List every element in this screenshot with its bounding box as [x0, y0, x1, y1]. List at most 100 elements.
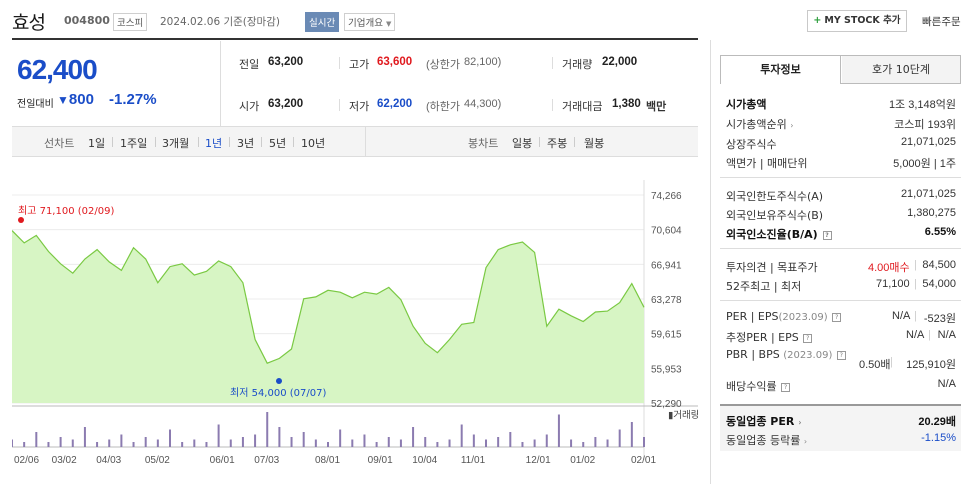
per-text: PER | EPS: [726, 310, 779, 323]
dividend-value: N/A: [937, 378, 956, 390]
peer-per-value: 20.29배: [918, 416, 956, 428]
est-eps-value: N/A: [937, 329, 956, 341]
help-icon[interactable]: ?: [832, 313, 842, 322]
volume-bar: [132, 442, 135, 447]
high-label: 최고 71,100 (02/09): [18, 205, 114, 217]
realtime-button[interactable]: 실시간: [305, 12, 340, 32]
divider: [552, 57, 553, 69]
volume-bar: [327, 442, 329, 447]
help-icon[interactable]: ?: [836, 351, 846, 360]
foreign-rate-value: 6.55%: [924, 226, 956, 238]
tab-3y[interactable]: 3년: [237, 137, 255, 150]
tab-daily[interactable]: 일봉: [512, 137, 533, 150]
tab-monthly[interactable]: 월봉: [584, 137, 605, 150]
peer-per-label: 동일업종 PER ›: [726, 413, 802, 429]
x-tick-label: 12/01: [526, 455, 551, 466]
volume-bar: [448, 439, 451, 447]
volume-bar: [570, 439, 573, 447]
x-tick-label: 02/01: [631, 455, 656, 466]
tab-weekly[interactable]: 주봉: [547, 137, 568, 150]
company-info-label: 기업개요: [348, 18, 383, 29]
market-badge: 코스피: [113, 13, 148, 31]
volume-bar: [23, 442, 26, 447]
pbr-text: PBR | BPS: [726, 348, 780, 361]
divider: [220, 41, 221, 127]
prev-close-label: 전일: [239, 58, 260, 71]
quick-order-link[interactable]: 빠른주문: [922, 16, 961, 28]
volume-bar: [460, 424, 463, 447]
add-mystock-button[interactable]: + MY STOCK 추가: [807, 10, 907, 32]
volume-bar: [181, 442, 184, 447]
price-chart[interactable]: 74,266 70,604 66,941 63,278 59,615 55,953 52,2…: [12, 160, 698, 470]
amount-label: 거래대금: [562, 100, 603, 113]
foreign-rate-label: 외국인소진율(B/A) ?: [726, 226, 832, 242]
volume-bar: [193, 439, 196, 447]
foreign-rate-text: 외국인소진율(B/A): [726, 228, 818, 241]
help-icon[interactable]: ?: [781, 383, 791, 392]
tab-10y[interactable]: 10년: [301, 137, 326, 150]
tab-1d[interactable]: 1일: [88, 137, 106, 150]
y-tick-label: 55,953: [651, 364, 682, 375]
face-label: 액면가 | 매매단위: [726, 157, 808, 170]
divider: [720, 300, 961, 301]
x-tick-label: 09/01: [368, 455, 393, 466]
y-tick-label: 66,941: [651, 260, 682, 271]
invest-tabs: 투자정보 호가 10단계: [720, 55, 961, 84]
volume-bar: [643, 437, 645, 447]
down-arrow-icon: ▼: [57, 93, 69, 107]
line-chart-label: 선차트: [44, 137, 75, 150]
divider: |: [914, 278, 917, 290]
upper-limit-label: (상한가: [426, 59, 461, 71]
divider: [720, 404, 961, 406]
volume-bar: [630, 422, 633, 447]
volume-bar: [339, 429, 342, 447]
high-value: 63,600: [377, 56, 413, 68]
divider: [365, 127, 366, 157]
volume-bar: [12, 439, 13, 447]
divider: [720, 248, 961, 249]
w52-label: 52주최고 | 최저: [726, 280, 802, 293]
diff-label: 전일대비: [17, 99, 54, 110]
stock-header: 효성 004800 코스피 2024.02.06 기준(장마감) 실시간 기업개…: [0, 0, 973, 38]
tab-1y[interactable]: 1년: [205, 137, 223, 150]
open-value: 63,200: [268, 98, 304, 110]
company-info-dropdown[interactable]: 기업개요 ▼: [344, 13, 396, 31]
volume-value: 22,000: [602, 56, 638, 68]
chevron-down-icon: ▼: [386, 20, 392, 28]
volume-bar: [363, 434, 366, 447]
y-tick-label: 59,615: [651, 330, 682, 341]
tab-invest-info[interactable]: 투자정보: [721, 56, 841, 84]
volume-bar: [314, 439, 317, 447]
divider: [12, 38, 698, 40]
bps-value: 125,910원: [906, 359, 956, 371]
volume-bar: [557, 414, 560, 447]
volume-bar: [156, 439, 159, 447]
tab-5y[interactable]: 5년: [269, 137, 287, 150]
diff-amount: 800: [68, 91, 94, 108]
help-icon[interactable]: ?: [803, 334, 813, 343]
volume-bar: [412, 427, 415, 447]
volume-label: 거래량: [562, 58, 593, 71]
volume-bar: [169, 429, 171, 447]
foreign-limit-label: 외국인한도주식수(A): [726, 190, 824, 203]
chevron-right-icon: ›: [803, 437, 808, 446]
date-info: 2024.02.06 기준(장마감): [160, 14, 280, 29]
cap-rank-label: 시가총액순위 ›: [726, 116, 793, 132]
low-label: 최저 54,000 (07/07): [230, 387, 326, 399]
volume-bar: [472, 434, 475, 447]
tab-1w[interactable]: 1주일: [120, 137, 148, 150]
date-basis: 기준(장마감): [223, 16, 280, 28]
volume-bar: [545, 434, 548, 447]
dividend-label: 배당수익률 ?: [726, 378, 791, 394]
tab-3m[interactable]: 3개월: [162, 137, 190, 150]
eps-value: -523원: [923, 313, 956, 325]
est-per-text: 추정PER | EPS: [726, 331, 799, 344]
x-tick-label: 01/02: [570, 455, 595, 466]
help-icon[interactable]: ?: [822, 231, 832, 240]
diff-value: ▼800: [57, 91, 94, 108]
market-cap-value: 1조 3,148억원: [888, 99, 956, 111]
tab-orderbook[interactable]: 호가 10단계: [842, 56, 960, 83]
volume-bar: [606, 439, 609, 447]
upper-limit-value: 82,100): [464, 56, 502, 68]
x-tick-label: 08/01: [315, 455, 340, 466]
